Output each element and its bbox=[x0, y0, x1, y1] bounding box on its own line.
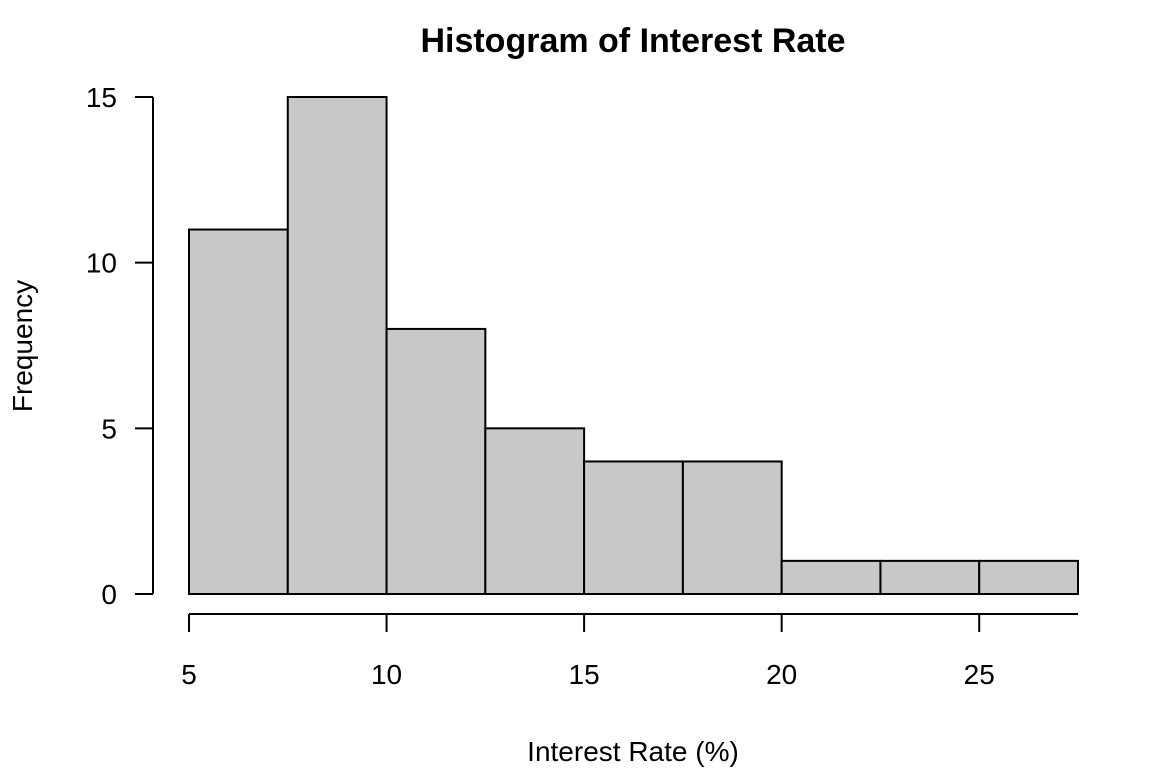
y-tick-label: 5 bbox=[101, 413, 117, 444]
histogram-bar bbox=[978, 559, 1080, 595]
x-tick-label: 15 bbox=[569, 659, 600, 690]
y-tick-label: 10 bbox=[86, 248, 117, 279]
chart-title: Histogram of Interest Rate bbox=[420, 22, 845, 60]
x-tick-label: 10 bbox=[371, 659, 402, 690]
histogram-bar bbox=[879, 559, 981, 595]
histogram-bar bbox=[385, 327, 487, 595]
y-tick-label: 0 bbox=[101, 579, 117, 610]
histogram-bar bbox=[583, 460, 684, 596]
histogram-bar bbox=[780, 559, 882, 595]
bars-group bbox=[188, 96, 1080, 596]
histogram-bar bbox=[484, 427, 586, 596]
histogram-bar bbox=[286, 96, 388, 595]
x-tick-label: 25 bbox=[964, 659, 995, 690]
histogram-bar bbox=[188, 228, 289, 596]
x-tick-label: 20 bbox=[766, 659, 797, 690]
x-axis: 5 10 15 20 25 bbox=[181, 613, 1078, 690]
y-tick-label: 15 bbox=[86, 82, 117, 113]
y-axis-label: Frequency bbox=[7, 280, 38, 412]
y-axis: 0 5 10 15 bbox=[86, 82, 154, 610]
x-tick-label: 5 bbox=[181, 659, 197, 690]
histogram-bar bbox=[681, 460, 783, 596]
x-axis-label: Interest Rate (%) bbox=[527, 736, 739, 767]
